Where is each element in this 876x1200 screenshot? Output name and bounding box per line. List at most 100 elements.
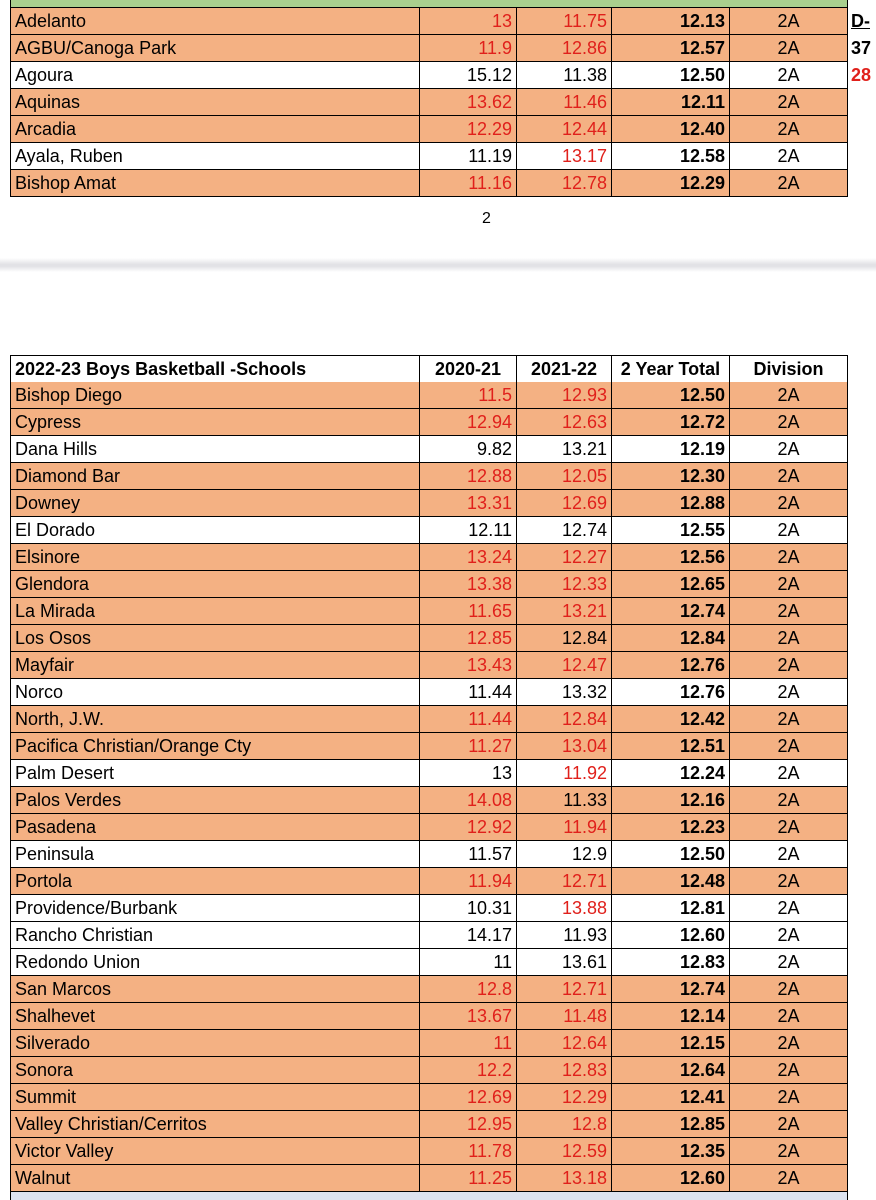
two-year-total: 12.19 [612,436,730,463]
school-name: Redondo Union [10,949,420,976]
value-2020-21: 12.88 [420,463,517,490]
table-row: La Mirada 11.65 13.21 12.74 2A [10,598,848,625]
two-year-total: 12.14 [612,1003,730,1030]
value-2020-21: 11.16 [420,170,517,197]
value-2020-21: 11 [420,1030,517,1057]
value-2020-21: 10.31 [420,895,517,922]
division: 2A [730,409,848,436]
value-2020-21: 13.62 [420,89,517,116]
school-name: Summit [10,1084,420,1111]
value-2020-21: 13 [420,760,517,787]
value-2021-22: 13.04 [517,733,612,760]
two-year-total: 12.76 [612,679,730,706]
division: 2A [730,490,848,517]
table-row: Norco 11.44 13.32 12.76 2A [10,679,848,706]
school-name: Portola [10,868,420,895]
division: 2A [730,706,848,733]
table-row: Walnut 11.25 13.18 12.60 2A [10,1165,848,1192]
value-2020-21: 11.44 [420,679,517,706]
two-year-total: 12.16 [612,787,730,814]
two-year-total: 12.84 [612,625,730,652]
division: 2A [730,922,848,949]
value-2020-21: 11.65 [420,598,517,625]
value-2020-21: 12.11 [420,517,517,544]
two-year-total: 2 Year Total [612,356,730,383]
two-year-total: 12.40 [612,116,730,143]
value-2020-21: 11.57 [420,841,517,868]
table-row: Palos Verdes 14.08 11.33 12.16 2A [10,787,848,814]
two-year-total: 12.35 [612,1138,730,1165]
division: 2A [730,1057,848,1084]
value-2020-21: 11.5 [420,382,517,409]
school-name: Ayala, Ruben [10,143,420,170]
value-2021-22: 12.33 [517,571,612,598]
page-number: 2 [482,210,491,227]
table-row: Peninsula 11.57 12.9 12.50 2A [10,841,848,868]
division: 2A [730,382,848,409]
table-row: Shalhevet 13.67 11.48 12.14 2A [10,1003,848,1030]
division: 2A [730,436,848,463]
division: Division [730,356,848,383]
school-name: Bishop Amat [10,170,420,197]
two-year-total: 12.51 [612,733,730,760]
value-2020-21: 14.08 [420,787,517,814]
school-name: Downey [10,490,420,517]
division: 2A [730,868,848,895]
header-row: 2022-23 Boys Basketball -Schools 2020-21 2… [10,355,848,383]
value-2021-22: 12.44 [517,116,612,143]
division: 2A [730,1084,848,1111]
table-row: Elsinore 13.24 12.27 12.56 2A [10,544,848,571]
two-year-total: 12.11 [612,89,730,116]
value-2020-21: 13.24 [420,544,517,571]
school-name: 2022-23 Boys Basketball -Schools [10,356,420,383]
value-2020-21: 11.25 [420,1165,517,1192]
two-year-total: 12.29 [612,170,730,197]
cut-row-bottom [10,1192,848,1200]
division: 2A [730,1111,848,1138]
division: 2A [730,814,848,841]
division: 2A [730,1138,848,1165]
school-name: Palos Verdes [10,787,420,814]
division: 2A [730,787,848,814]
value-2020-21: 12.8 [420,976,517,1003]
value-2021-22: 12.71 [517,868,612,895]
value-2021-22: 11.75 [517,8,612,35]
table-row: Sonora 12.2 12.83 12.64 2A [10,1057,848,1084]
school-name: La Mirada [10,598,420,625]
division: 2A [730,517,848,544]
value-2020-21: 13.38 [420,571,517,598]
value-2020-21: 11.78 [420,1138,517,1165]
division: 2A [730,89,848,116]
value-2021-22: 11.38 [517,62,612,89]
division: 2A [730,62,848,89]
value-2021-22: 13.88 [517,895,612,922]
value-2021-22: 12.59 [517,1138,612,1165]
table-row: North, J.W. 11.44 12.84 12.42 2A [10,706,848,733]
division: 2A [730,1003,848,1030]
value-2021-22: 12.86 [517,35,612,62]
value-2021-22: 11.92 [517,760,612,787]
table-row: Silverado 11 12.64 12.15 2A [10,1030,848,1057]
two-year-total: 12.81 [612,895,730,922]
table-row: Redondo Union 11 13.61 12.83 2A [10,949,848,976]
school-name: Shalhevet [10,1003,420,1030]
value-2020-21: 11.94 [420,868,517,895]
value-2021-22: 12.74 [517,517,612,544]
school-name: Los Osos [10,625,420,652]
division: 2A [730,8,848,35]
two-year-total: 12.55 [612,517,730,544]
table-row: Adelanto 13 11.75 12.13 2A [10,8,848,35]
table-row: Mayfair 13.43 12.47 12.76 2A [10,652,848,679]
value-2021-22: 13.32 [517,679,612,706]
division: 2A [730,652,848,679]
division: 2A [730,976,848,1003]
division: 2A [730,679,848,706]
two-year-total: 12.42 [612,706,730,733]
school-name: Valley Christian/Cerritos [10,1111,420,1138]
value-2020-21: 15.12 [420,62,517,89]
side-note: 28 [851,65,872,85]
table-row: El Dorado 12.11 12.74 12.55 2A [10,517,848,544]
value-2021-22: 11.94 [517,814,612,841]
school-name: Agoura [10,62,420,89]
two-year-total: 12.65 [612,571,730,598]
